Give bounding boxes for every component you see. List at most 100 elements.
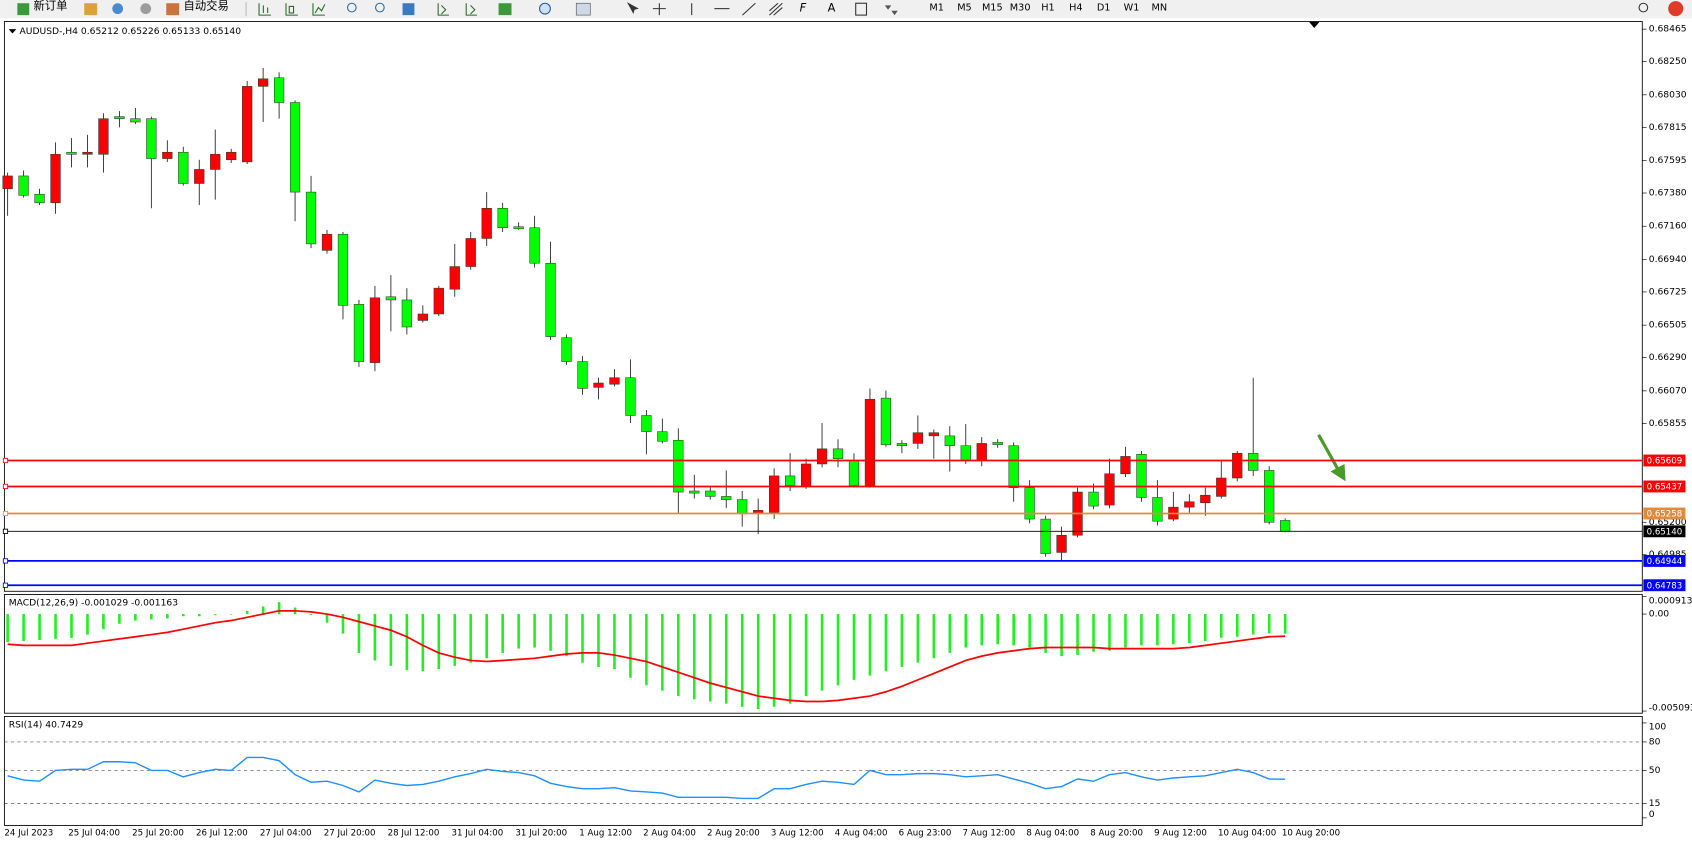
macd-bar bbox=[677, 614, 680, 697]
macd-bar bbox=[916, 614, 920, 663]
timeframe-button[interactable]: W1 bbox=[1124, 3, 1140, 14]
timeframe-button[interactable]: D1 bbox=[1097, 3, 1111, 14]
macd-bar bbox=[1219, 614, 1223, 638]
crosshair-tool[interactable] bbox=[652, 3, 666, 16]
line-chart-button[interactable] bbox=[312, 3, 326, 16]
timeframe-button[interactable]: M1 bbox=[929, 3, 944, 14]
candle-body bbox=[769, 475, 780, 513]
timeframe-button[interactable]: M5 bbox=[957, 3, 972, 14]
macd-bar bbox=[453, 614, 457, 666]
candle-body bbox=[577, 361, 588, 389]
annotation-arrow bbox=[1317, 434, 1340, 471]
candle-body bbox=[433, 287, 444, 315]
macd-bar bbox=[389, 614, 393, 666]
cursor-tool[interactable] bbox=[626, 2, 639, 15]
candle-body bbox=[513, 226, 524, 230]
timeframe-button[interactable]: H1 bbox=[1041, 3, 1054, 14]
candle-body bbox=[609, 377, 620, 385]
zoom-in-button[interactable] bbox=[346, 2, 357, 13]
macd-bar bbox=[1060, 614, 1063, 657]
candle-body bbox=[689, 490, 700, 494]
candle-body bbox=[1136, 454, 1147, 498]
x-tick-label: 9 Aug 12:00 bbox=[1154, 828, 1207, 838]
x-tick-label: 25 Jul 20:00 bbox=[132, 828, 184, 838]
indicators-button[interactable] bbox=[498, 3, 512, 16]
periods-button[interactable] bbox=[539, 2, 551, 15]
new-order-button[interactable]: 新订单 bbox=[34, 0, 68, 12]
main-pane bbox=[3, 21, 1643, 592]
x-tick-label: 3 Aug 12:00 bbox=[771, 828, 824, 838]
toolbar-icon[interactable] bbox=[112, 3, 124, 15]
channel-tool[interactable] bbox=[769, 2, 783, 16]
bar-chart-button[interactable] bbox=[258, 3, 271, 16]
candle-body bbox=[385, 296, 397, 301]
candle-body bbox=[258, 78, 269, 87]
x-tick-label: 28 Jul 12:00 bbox=[388, 828, 440, 838]
fibo-tool[interactable]: F bbox=[800, 1, 807, 15]
macd-bar bbox=[1267, 614, 1271, 634]
candle-chart-button[interactable] bbox=[285, 3, 298, 16]
y-tick-label: 0.65855 bbox=[1649, 418, 1687, 429]
timeframes: M1 M5 M15 M30 H1 H4 D1 W1 MN bbox=[929, 3, 1167, 14]
y-tick-label: 0 bbox=[1649, 809, 1655, 820]
timeframe-button[interactable]: H4 bbox=[1069, 3, 1082, 14]
candle-body bbox=[305, 191, 317, 245]
candle-body bbox=[1232, 452, 1243, 479]
y-tick-label: 0.65200 bbox=[1649, 517, 1687, 528]
candle-body bbox=[800, 463, 812, 486]
candle-body bbox=[465, 238, 476, 267]
toolbar: 新订单 自动交易 F A M1 M5 M15 M30 H1 H4 D1 W1 MN bbox=[0, 0, 1692, 19]
text-tool[interactable]: A bbox=[828, 1, 836, 15]
scroll-button[interactable] bbox=[437, 3, 449, 16]
candle-body bbox=[816, 448, 828, 465]
timeframe-button[interactable]: M30 bbox=[1010, 3, 1031, 14]
macd-bar bbox=[213, 614, 217, 616]
templates-button[interactable] bbox=[575, 2, 591, 16]
macd-bar bbox=[469, 614, 473, 663]
y-tick-label: 0.68030 bbox=[1649, 89, 1687, 100]
trendline-tool[interactable] bbox=[742, 2, 756, 16]
zoom-out-button[interactable] bbox=[375, 2, 385, 13]
candle-body bbox=[242, 86, 253, 163]
tile-button[interactable] bbox=[402, 3, 415, 16]
auto-trading-icon[interactable] bbox=[166, 3, 180, 16]
y-tick-label: 0.00 bbox=[1649, 609, 1670, 620]
x-tick-label: 31 Jul 04:00 bbox=[452, 828, 504, 838]
label-tool[interactable] bbox=[855, 2, 868, 16]
macd-bar bbox=[341, 614, 345, 634]
notification-badge[interactable] bbox=[1668, 1, 1684, 17]
level-anchor bbox=[2, 483, 9, 490]
new-order-icon[interactable] bbox=[17, 3, 30, 16]
y-tick-label: 0.64985 bbox=[1649, 549, 1687, 560]
macd-bar bbox=[245, 610, 249, 615]
x-tick-label: 25 Jul 04:00 bbox=[68, 828, 120, 838]
auto-trading-button[interactable]: 自动交易 bbox=[184, 0, 229, 12]
macd-bar bbox=[597, 614, 600, 667]
shift-button[interactable] bbox=[465, 3, 477, 16]
candle-body bbox=[1184, 501, 1195, 508]
price-label-box bbox=[1643, 554, 1686, 567]
candle-body bbox=[2, 175, 13, 190]
macd-bar bbox=[1251, 614, 1255, 635]
macd-pane bbox=[3, 594, 1643, 714]
macd-bar bbox=[581, 614, 584, 663]
candle-body bbox=[1264, 470, 1275, 523]
macd-bar bbox=[629, 614, 632, 678]
timeframe-button[interactable]: MN bbox=[1152, 3, 1168, 14]
macd-bar bbox=[661, 614, 664, 691]
macd-bar bbox=[1012, 614, 1015, 646]
x-tick-label: 1 Aug 12:00 bbox=[579, 828, 632, 838]
search-button[interactable] bbox=[1638, 2, 1649, 13]
shapes-tool[interactable] bbox=[884, 5, 898, 16]
y-tick-label: 0.66940 bbox=[1649, 254, 1687, 265]
pane-menu[interactable] bbox=[8, 29, 17, 34]
toolbar-icon[interactable] bbox=[140, 3, 152, 15]
y-tick-label: 50 bbox=[1649, 765, 1661, 776]
toolbar-icon[interactable] bbox=[84, 3, 98, 16]
timeframe-button[interactable]: M15 bbox=[982, 3, 1003, 14]
y-tick-label: 0.67595 bbox=[1649, 155, 1687, 166]
macd-bar bbox=[613, 614, 616, 670]
candle-body bbox=[1120, 456, 1131, 475]
candle-body bbox=[593, 382, 604, 388]
macd-bar bbox=[740, 614, 744, 707]
